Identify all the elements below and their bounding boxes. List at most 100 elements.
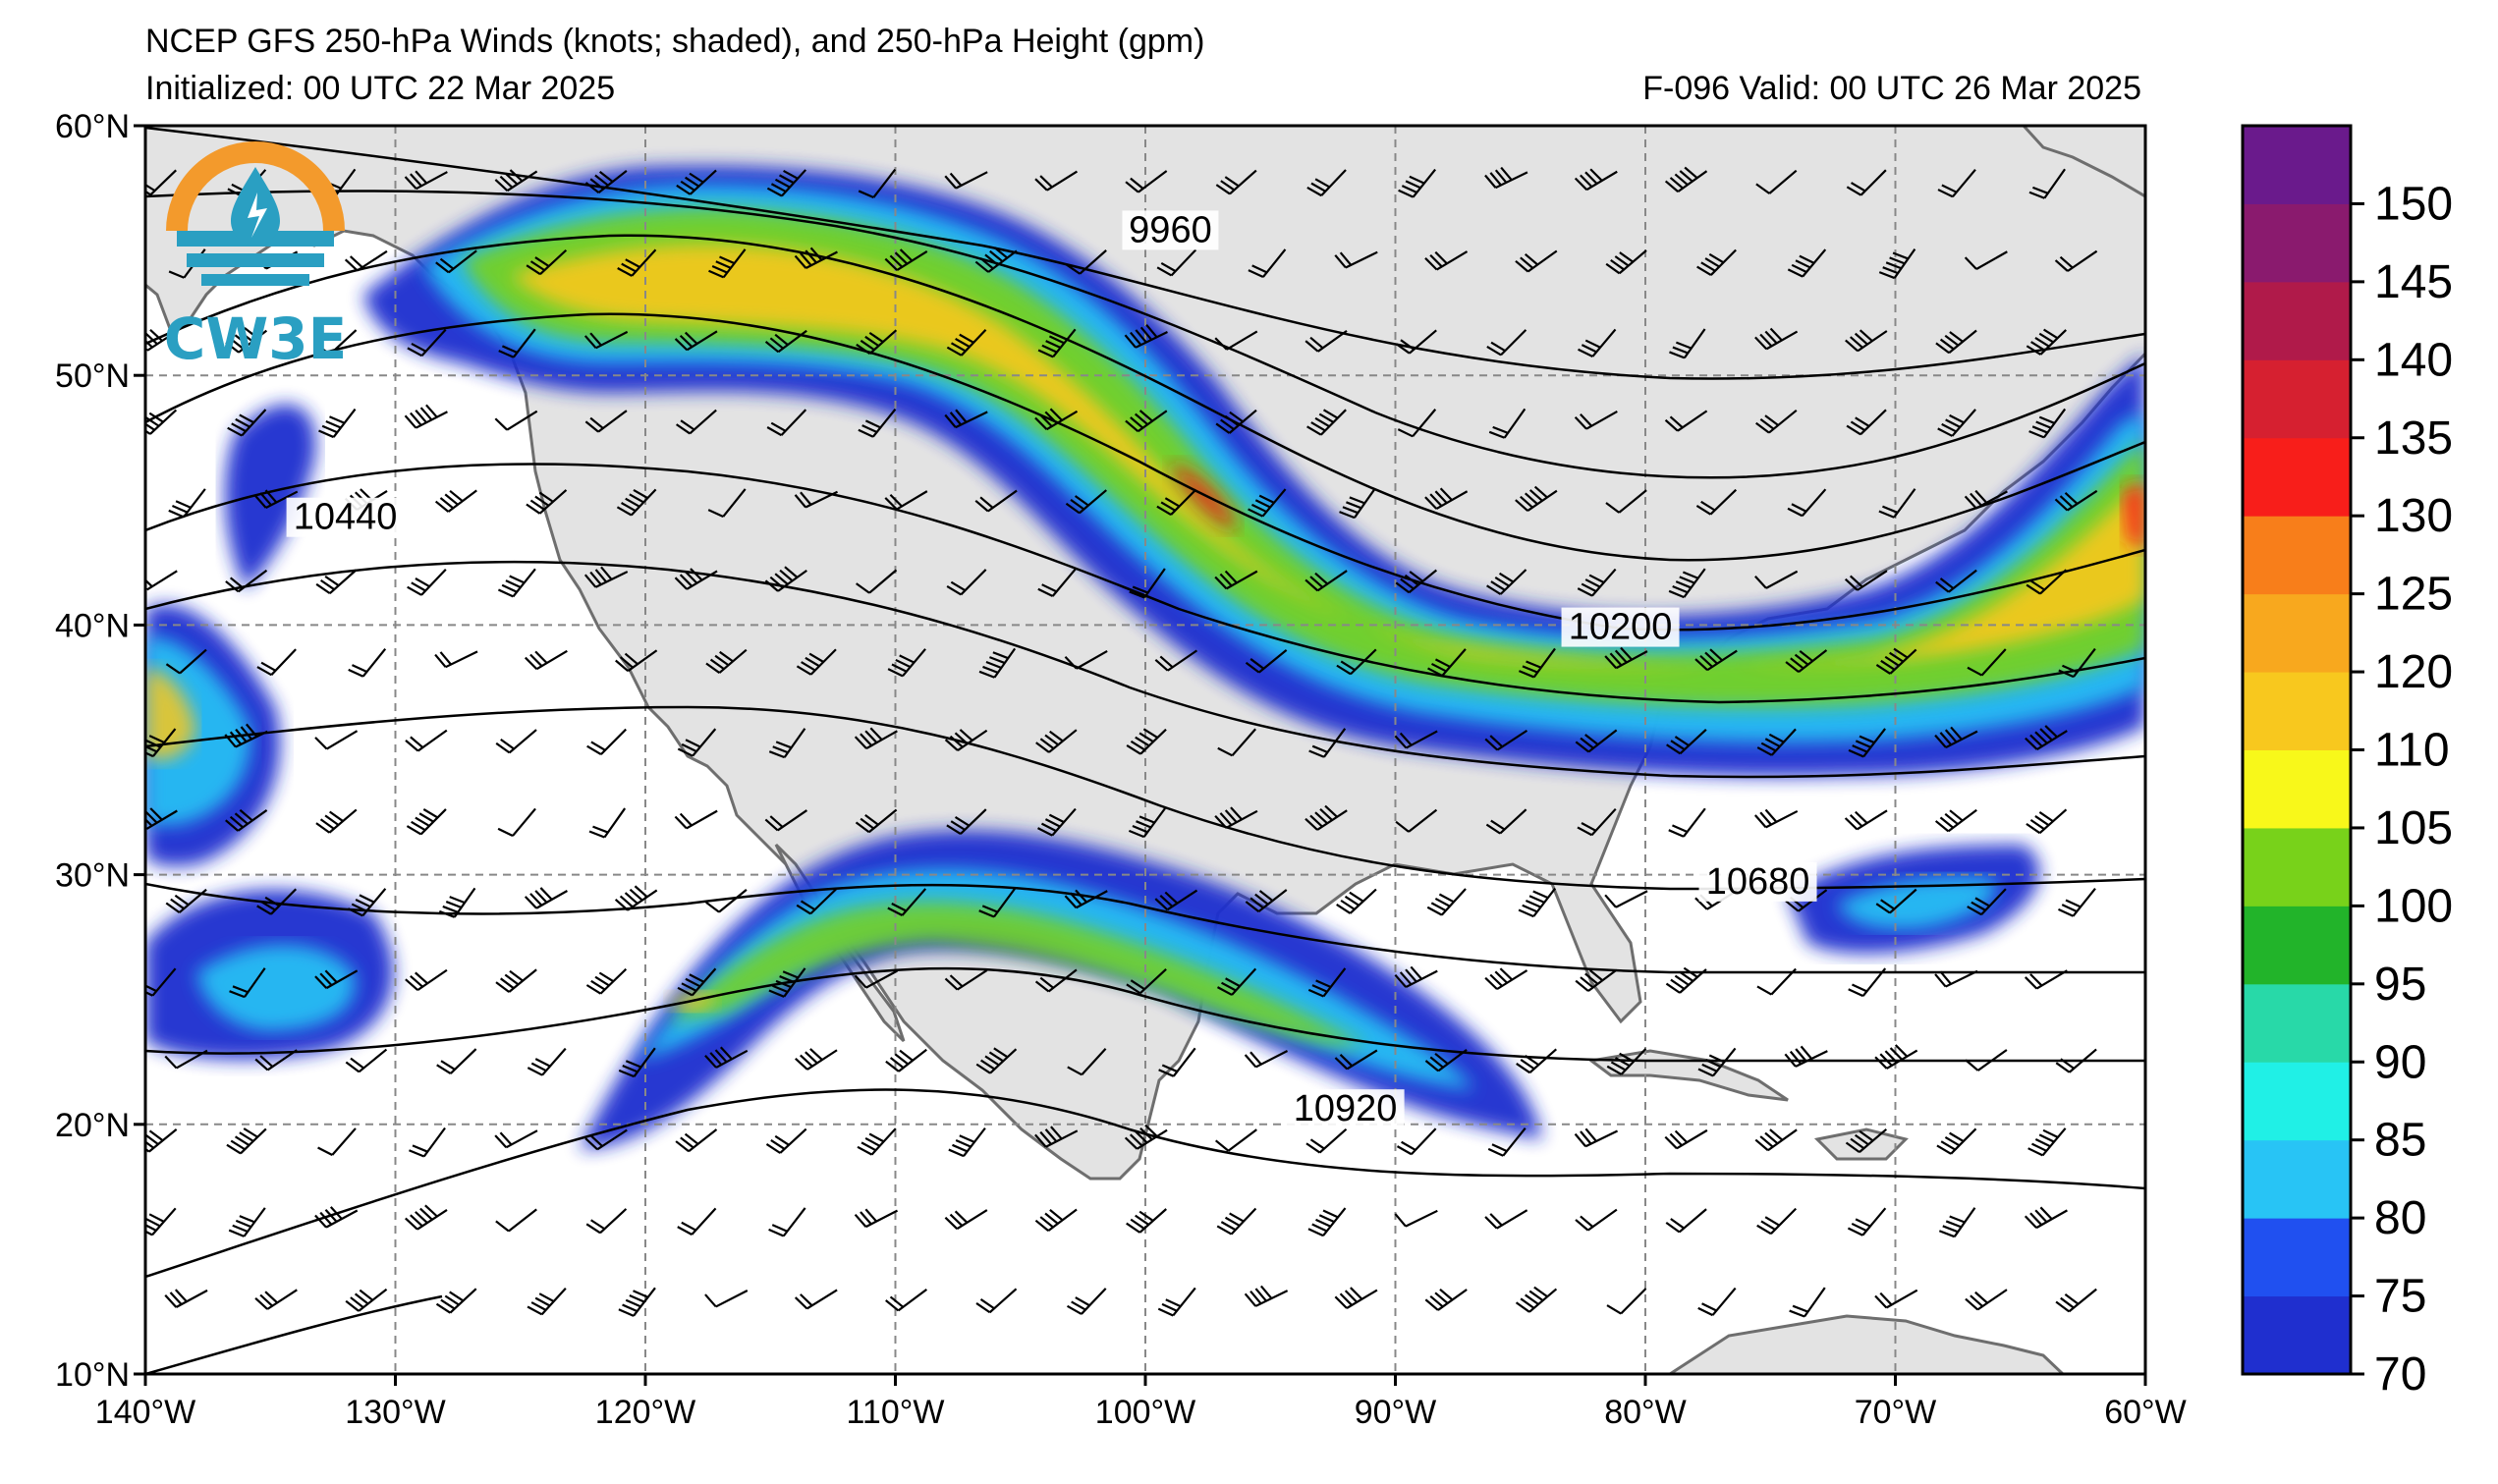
lat-tick-label: 20°N [55,1107,130,1144]
wind-barb [975,1288,1018,1314]
colorbar-bin [2243,281,2351,360]
wind-barb [858,408,897,438]
wind-barb [1034,170,1079,192]
colorbar-label: 70 [2374,1348,2426,1401]
wind-barb [978,887,1017,918]
wind-barb [674,809,718,830]
wind-barb [1424,250,1469,271]
wind-barb [2026,808,2068,835]
colorbar-label: 125 [2374,569,2453,621]
wind-barb [585,967,628,995]
wind-barb [1307,1207,1347,1237]
wind-barb [1874,1044,1918,1070]
contour-label: 10200 [1569,607,1673,648]
wind-barb [1395,569,1438,594]
wind-barb [1934,808,1977,833]
wind-barb [588,807,627,839]
wind-barb [1935,569,1977,593]
wind-barb [1605,489,1647,514]
wind-barb [1395,808,1438,833]
wind-barb [1664,410,1708,432]
wind-barbs [145,166,2098,1318]
wind-barb [145,1128,178,1153]
wind-barb [314,969,359,990]
wind-barb [344,249,388,272]
wind-barb [884,490,928,511]
wind-barb [1334,250,1378,269]
wind-barb [225,326,268,354]
wind-barb [674,568,718,590]
wind-barb [854,727,898,750]
wind-barb [1755,169,1798,194]
wind-barb [1604,890,1648,908]
wind-barb [1486,329,1527,357]
wind-barb [225,569,268,593]
wind-barb [944,968,988,991]
wind-barb [2058,888,2096,917]
wind-barb [768,967,806,998]
wind-barb [256,648,297,677]
wind-barb [527,1047,567,1076]
wind-barb [2058,647,2096,679]
contour-label: 10920 [1294,1088,1398,1129]
wind-barb [1484,166,1528,190]
wind-barb [254,489,299,509]
wind-barb [586,728,627,756]
wind-barb [1394,1209,1438,1228]
wind-barb [347,888,387,917]
wind-barb [1937,409,1976,437]
wind-barb [675,1128,718,1153]
lat-tick-label: 30°N [55,857,130,895]
wind-barb [1604,646,1648,670]
wind-barb [409,1127,446,1158]
wind-barb [405,1204,448,1231]
wind-barb [675,409,717,435]
wind-barb [856,569,898,594]
wind-barb [1967,888,2007,916]
wind-barb [1156,488,1197,517]
colorbar-bin [2243,1062,2351,1141]
lon-tick-label: 130°W [345,1394,445,1431]
wind-barb [1394,965,1438,989]
wind-barb [497,807,536,838]
wind-barb [978,647,1017,679]
wind-barb [677,1207,717,1236]
wind-barb [1244,1049,1289,1069]
wind-barb [435,249,477,274]
colorbar-label: 150 [2374,178,2453,230]
wind-barb [527,1288,567,1316]
wind-barb [1665,1208,1707,1234]
wind-barb [1964,489,2008,510]
wind-barb [1034,408,1079,431]
wind-barb [1037,807,1077,837]
colorbar-label: 135 [2374,412,2453,465]
wind-barb [677,967,717,997]
wind-barb [1846,169,1887,196]
initialized-time: Initialized: 00 UTC 22 Mar 2025 [145,70,616,107]
wind-barb [498,328,536,358]
wind-barb [704,1290,749,1308]
wind-barb [677,728,717,757]
wind-barb [318,408,357,439]
contour-label: 10680 [1706,861,1810,903]
wind-barb [1754,808,1799,829]
wind-barb [224,723,268,748]
wind-barb [1665,966,1707,994]
wind-barb [1305,329,1348,353]
wind-barb [405,729,448,752]
colorbar-bin [2243,437,2351,517]
wind-barb [436,1048,477,1075]
wind-barb [164,1289,208,1308]
wind-barb [435,1288,477,1314]
wind-barb [2054,489,2098,512]
wind-barb [1695,488,1738,516]
logo-text: CW3E [164,305,348,372]
wind-barb [1336,648,1377,676]
wind-barb [946,328,987,357]
wind-barb [796,888,837,915]
wind-barb [1938,1207,1976,1238]
wind-barb [764,809,808,832]
wind-barb [2028,168,2066,199]
wind-barb [1936,1127,1977,1155]
wind-barb [1064,889,1108,909]
